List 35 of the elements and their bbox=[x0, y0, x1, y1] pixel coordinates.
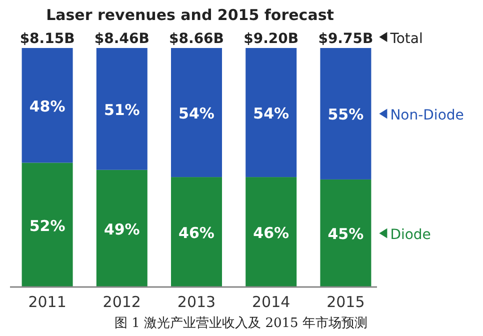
x-tick-label: 2014 bbox=[252, 293, 290, 311]
legend-label: Diode bbox=[390, 227, 431, 244]
text: $9.20B bbox=[244, 31, 299, 47]
bar bbox=[171, 48, 222, 178]
bar bbox=[96, 170, 148, 287]
data-label: 49% bbox=[104, 220, 140, 238]
bar bbox=[246, 48, 297, 178]
text: $9.75B bbox=[318, 31, 374, 47]
text: $8.15B bbox=[20, 31, 75, 47]
caption: 图 1 激光产业营业收入及 2015 年市场预测 bbox=[114, 316, 368, 331]
bar bbox=[22, 48, 73, 163]
bar bbox=[320, 179, 372, 287]
data-label: 54% bbox=[178, 104, 214, 123]
data-label: 45% bbox=[328, 225, 364, 244]
chart-title: Laser revenues and 2015 forecast bbox=[46, 6, 334, 24]
bar bbox=[22, 162, 73, 287]
data-label: 52% bbox=[29, 216, 66, 235]
bar bbox=[246, 177, 297, 287]
x-tick-label: 2012 bbox=[102, 293, 141, 311]
bar bbox=[320, 48, 372, 180]
bar bbox=[96, 48, 148, 170]
data-label: 55% bbox=[328, 106, 364, 124]
data-label: 48% bbox=[29, 97, 66, 116]
text: $8.46B bbox=[94, 31, 150, 47]
x-tick-label: 2011 bbox=[28, 293, 66, 311]
data-label: 46% bbox=[253, 224, 290, 242]
x-tick-label: 2013 bbox=[177, 293, 216, 311]
text: Total bbox=[389, 31, 423, 47]
text: $8.66B bbox=[169, 31, 224, 47]
data-label: 54% bbox=[253, 104, 290, 123]
data-label: 51% bbox=[104, 100, 140, 119]
bar bbox=[171, 177, 222, 287]
x-tick-label: 2015 bbox=[326, 293, 365, 311]
data-label: 46% bbox=[178, 224, 214, 242]
legend-label: Non-Diode bbox=[390, 108, 464, 124]
